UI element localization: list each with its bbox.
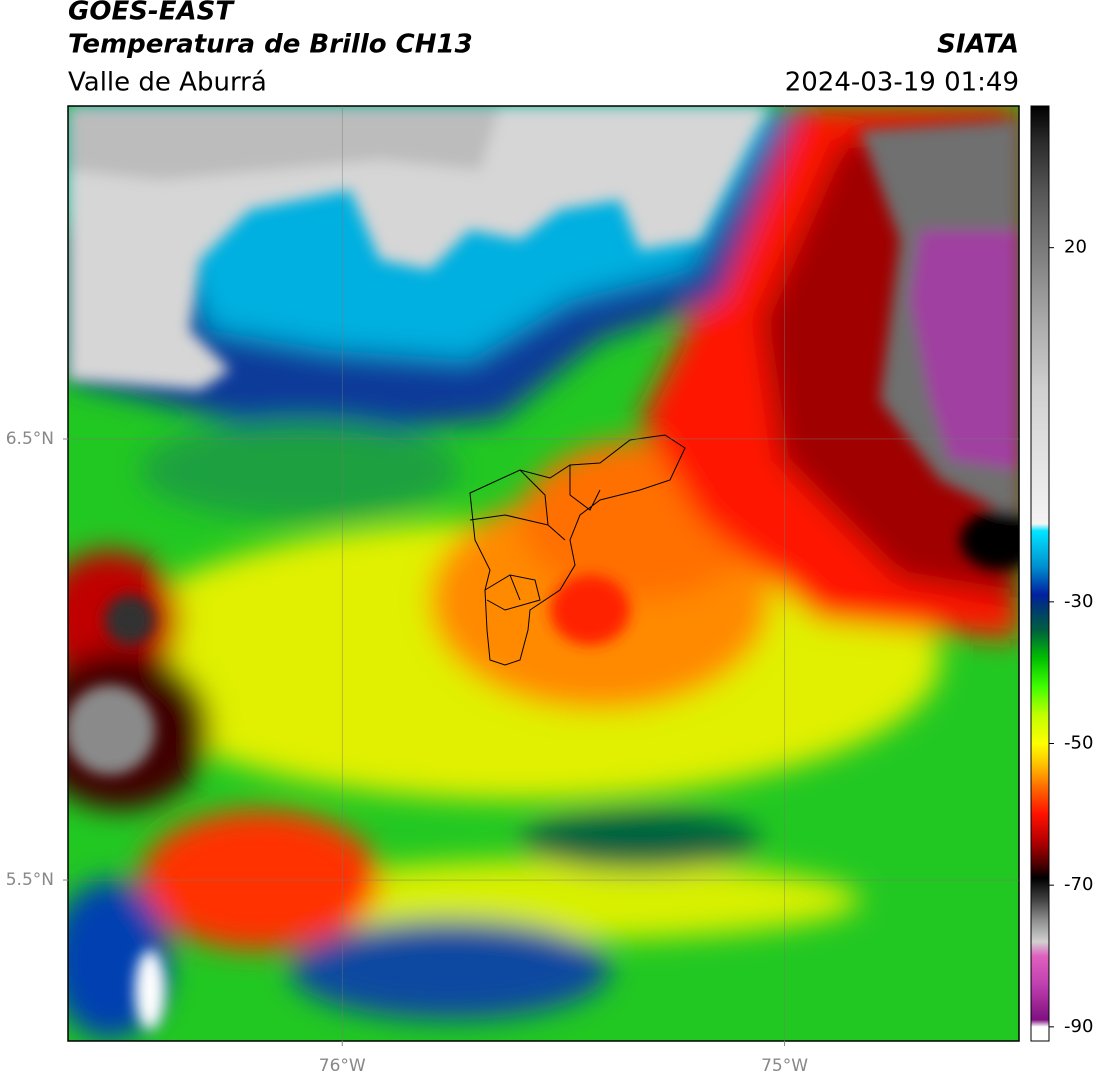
- timestamp: 2024-03-19 01:49: [785, 68, 1019, 98]
- x-tick-label: 76°W: [319, 1056, 366, 1076]
- colorbar: [1030, 105, 1050, 1042]
- subtitle: Temperatura de Brillo CH13: [68, 30, 473, 60]
- y-tick-label: 5.5°N: [6, 870, 54, 890]
- colorbar-tick-label: 20: [1064, 237, 1087, 258]
- colorbar-tick-label: -50: [1064, 733, 1093, 754]
- map-frame: [67, 105, 1020, 1042]
- colorbar-tick-label: -70: [1064, 874, 1093, 895]
- region: Valle de Aburrá: [68, 68, 267, 98]
- imagery: [68, 106, 1019, 1041]
- municipal-boundaries: [469, 434, 686, 666]
- colorbar-tick-label: -90: [1064, 1016, 1093, 1037]
- x-tick-label: 75°W: [761, 1056, 808, 1076]
- source: SIATA: [937, 30, 1019, 60]
- colorbar-tick-label: -30: [1064, 591, 1093, 612]
- y-tick-label: 6.5°N: [6, 429, 54, 449]
- title: GOES-EAST: [68, 0, 235, 27]
